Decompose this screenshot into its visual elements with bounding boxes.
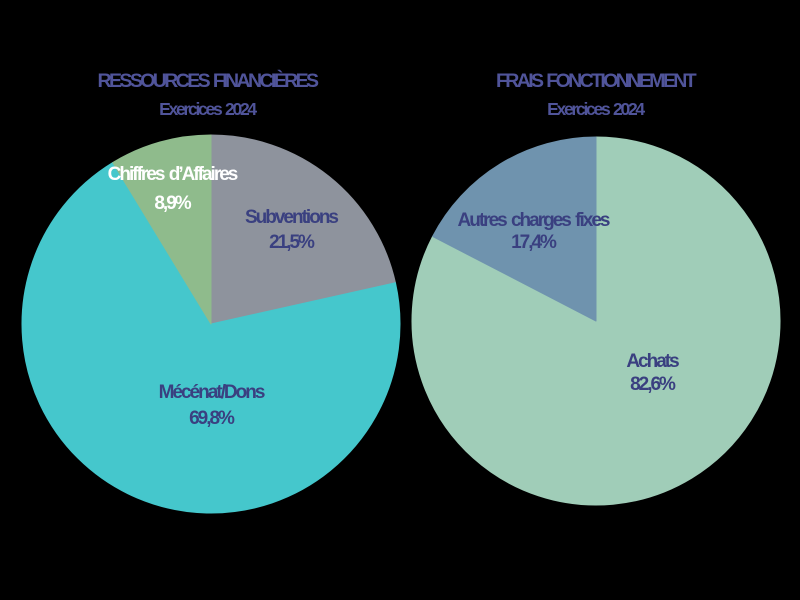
svg-text:69,8%: 69,8%: [189, 408, 235, 429]
svg-text:Subventions: Subventions: [245, 207, 338, 228]
svg-text:RESSOURCES FINANCIÈRES: RESSOURCES FINANCIÈRES: [98, 69, 320, 92]
svg-text:8,9%: 8,9%: [154, 193, 191, 214]
svg-text:Autres charges fixes: Autres charges fixes: [458, 210, 610, 231]
svg-text:17,4%: 17,4%: [511, 232, 557, 253]
svg-text:21,5%: 21,5%: [269, 232, 315, 253]
svg-text:82,6%: 82,6%: [630, 374, 676, 395]
svg-text:FRAIS FONCTIONNEMENT: FRAIS FONCTIONNEMENT: [496, 70, 697, 92]
svg-text:Exercices 2024: Exercices 2024: [159, 99, 257, 119]
svg-text:Exercices 2024: Exercices 2024: [547, 99, 645, 119]
svg-text:Chiffres d’Affaires: Chiffres d’Affaires: [108, 164, 238, 185]
svg-text:Achats: Achats: [626, 351, 679, 372]
svg-text:Mécénat/Dons: Mécénat/Dons: [159, 382, 265, 403]
